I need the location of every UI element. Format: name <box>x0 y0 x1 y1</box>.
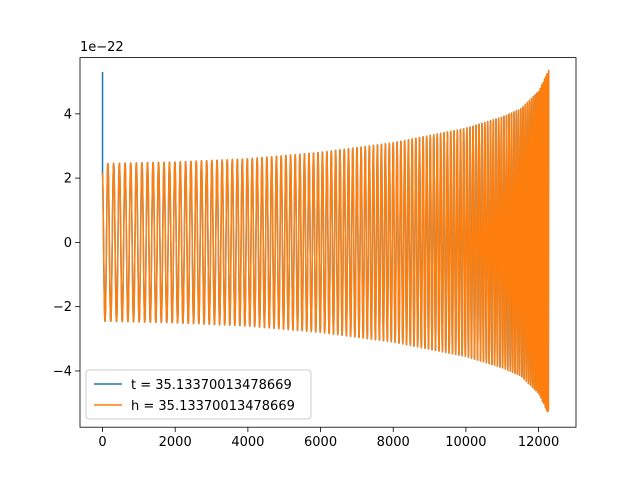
series-line-h <box>101 69 550 413</box>
x-tick-label: 4000 <box>231 435 264 450</box>
y-tick-label: −4 <box>53 364 72 379</box>
x-tick-label: 10000 <box>445 435 486 450</box>
x-tick-label: 12000 <box>518 435 559 450</box>
y-tick-label: 0 <box>64 236 72 251</box>
x-tick-label: 2000 <box>159 435 192 450</box>
y-tick-label: 4 <box>64 107 72 122</box>
y-axis-ticks: −4 −2 0 2 4 <box>53 107 80 379</box>
series-layer <box>101 69 550 413</box>
y-tick-label: −2 <box>53 300 72 315</box>
y-offset-label: 1e−22 <box>80 40 124 55</box>
legend-label-t: t = 35.13370013478669 <box>131 378 292 393</box>
x-tick-label: 0 <box>98 435 106 450</box>
x-tick-label: 6000 <box>304 435 337 450</box>
x-tick-label: 8000 <box>377 435 410 450</box>
legend-frame <box>85 369 312 420</box>
plot-area <box>101 69 550 413</box>
legend-label-h: h = 35.13370013478669 <box>131 399 295 414</box>
y-tick-label: 2 <box>64 172 72 187</box>
legend: t = 35.13370013478669 h = 35.13370013478… <box>85 369 312 420</box>
x-axis-ticks: 0 2000 4000 6000 8000 10000 12000 <box>98 427 559 450</box>
